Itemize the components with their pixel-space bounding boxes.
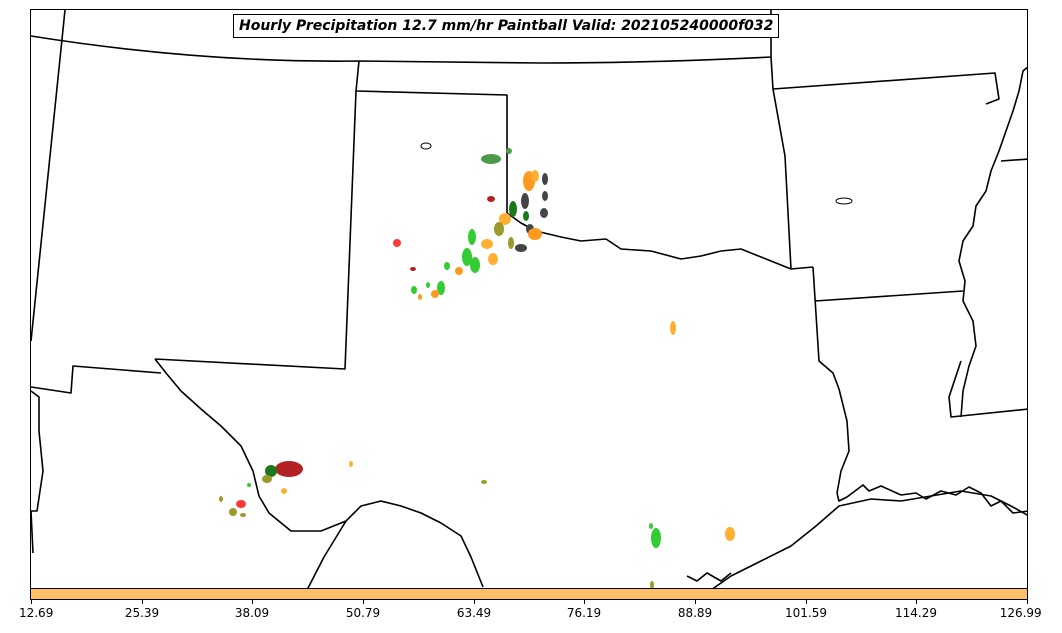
border-utah-arizona-west — [31, 10, 66, 342]
colorbar-tick-label: 76.19 — [566, 606, 602, 620]
precip-cell — [431, 290, 439, 298]
precip-cell — [508, 237, 514, 249]
colorbar-tick — [252, 600, 253, 604]
state-borders — [31, 10, 1027, 588]
precip-cell — [229, 508, 237, 516]
precip-cell — [275, 461, 303, 477]
precip-cell — [481, 154, 501, 164]
border-arkansas-south — [814, 290, 964, 302]
precip-cell — [509, 201, 517, 217]
coastline-louisiana — [836, 484, 1027, 514]
border-texas-west — [154, 358, 484, 588]
colorbar-tick-label: 101.59 — [785, 606, 827, 620]
precip-cell — [540, 208, 548, 218]
river-mississippi — [958, 66, 1027, 418]
precip-cell — [265, 465, 277, 477]
precip-cell — [506, 148, 512, 154]
precip-cell — [236, 500, 246, 508]
precip-cell — [542, 173, 548, 185]
border-louisiana-mississippi — [948, 360, 1027, 418]
border-colorado-newmexico — [355, 60, 508, 213]
colorbar-tick-label: 50.79 — [345, 606, 381, 620]
colorbar-tick — [31, 600, 32, 604]
colorbar-tick-label: 126.99 — [999, 606, 1042, 620]
precip-cells — [219, 142, 853, 588]
precip-cell — [468, 229, 476, 245]
colorbar-tick — [142, 600, 143, 604]
precip-cell — [499, 213, 511, 225]
border-texas-east — [812, 266, 850, 494]
precip-cell — [418, 294, 422, 300]
colorbar-tick-label: 25.39 — [124, 606, 160, 620]
precip-cell — [515, 244, 527, 252]
border-arizona-sw — [31, 390, 44, 512]
precip-cell — [523, 211, 529, 221]
precip-cell — [444, 262, 450, 270]
colorbar-tick — [584, 600, 585, 604]
colorbar-tick-label: 88.89 — [677, 606, 713, 620]
precip-cell — [725, 527, 735, 541]
precip-cell — [650, 581, 654, 588]
precip-cell — [521, 193, 529, 209]
colorbar — [30, 588, 1028, 600]
colorbar-tick — [695, 600, 696, 604]
coastline-gulf — [712, 490, 1027, 588]
precip-cell — [470, 257, 480, 273]
border-mississippi-north — [1000, 158, 1027, 162]
precip-cell — [247, 483, 251, 487]
precip-cell — [437, 281, 445, 295]
border-arizona-sw2 — [31, 510, 34, 554]
border-north-central — [31, 10, 772, 64]
colorbar-tick-label: 63.49 — [456, 606, 492, 620]
precip-cell — [426, 282, 430, 288]
colorbar-tick — [806, 600, 807, 604]
precip-cell — [531, 170, 539, 182]
precip-cell — [649, 523, 653, 529]
colorbar-tick — [1027, 600, 1028, 604]
coastline-south-tx — [686, 572, 732, 582]
precip-cell — [835, 197, 853, 205]
colorbar-tick-label: 114.29 — [895, 606, 937, 620]
precip-cell — [411, 286, 417, 294]
precip-cell — [455, 267, 463, 275]
precip-cell — [393, 239, 401, 247]
border-oklahoma-kansas — [770, 56, 1000, 105]
precip-cell — [420, 142, 432, 150]
map-panel — [30, 9, 1028, 589]
border-oklahoma-east — [772, 88, 792, 270]
colorbar-tick-label: 38.09 — [234, 606, 270, 620]
precip-cell — [481, 480, 487, 484]
precip-cell — [481, 239, 493, 249]
precip-cell — [542, 191, 548, 201]
precip-cell — [494, 222, 504, 236]
precip-cell — [262, 475, 272, 483]
colorbar-tick — [916, 600, 917, 604]
precip-cell — [528, 228, 542, 240]
precip-cell — [462, 248, 472, 266]
colorbar-tick-label: 12.69 — [18, 606, 54, 620]
border-newmexico-west — [154, 90, 357, 370]
precip-cell — [281, 488, 287, 494]
border-red-river — [506, 212, 814, 270]
map-canvas — [31, 10, 1027, 588]
precip-cell — [651, 528, 661, 548]
precip-cell — [349, 461, 353, 467]
precip-cell — [487, 196, 495, 202]
precip-cell — [240, 513, 246, 517]
colorbar-tick — [474, 600, 475, 604]
precip-cell — [488, 253, 498, 265]
colorbar-tick — [363, 600, 364, 604]
map-title: Hourly Precipitation 12.7 mm/hr Paintbal… — [233, 14, 780, 38]
precip-cell — [670, 321, 676, 335]
precip-cell — [410, 267, 416, 271]
precip-cell — [219, 496, 223, 502]
border-arizona-south — [31, 365, 162, 394]
border-mexico-inner — [307, 520, 347, 588]
